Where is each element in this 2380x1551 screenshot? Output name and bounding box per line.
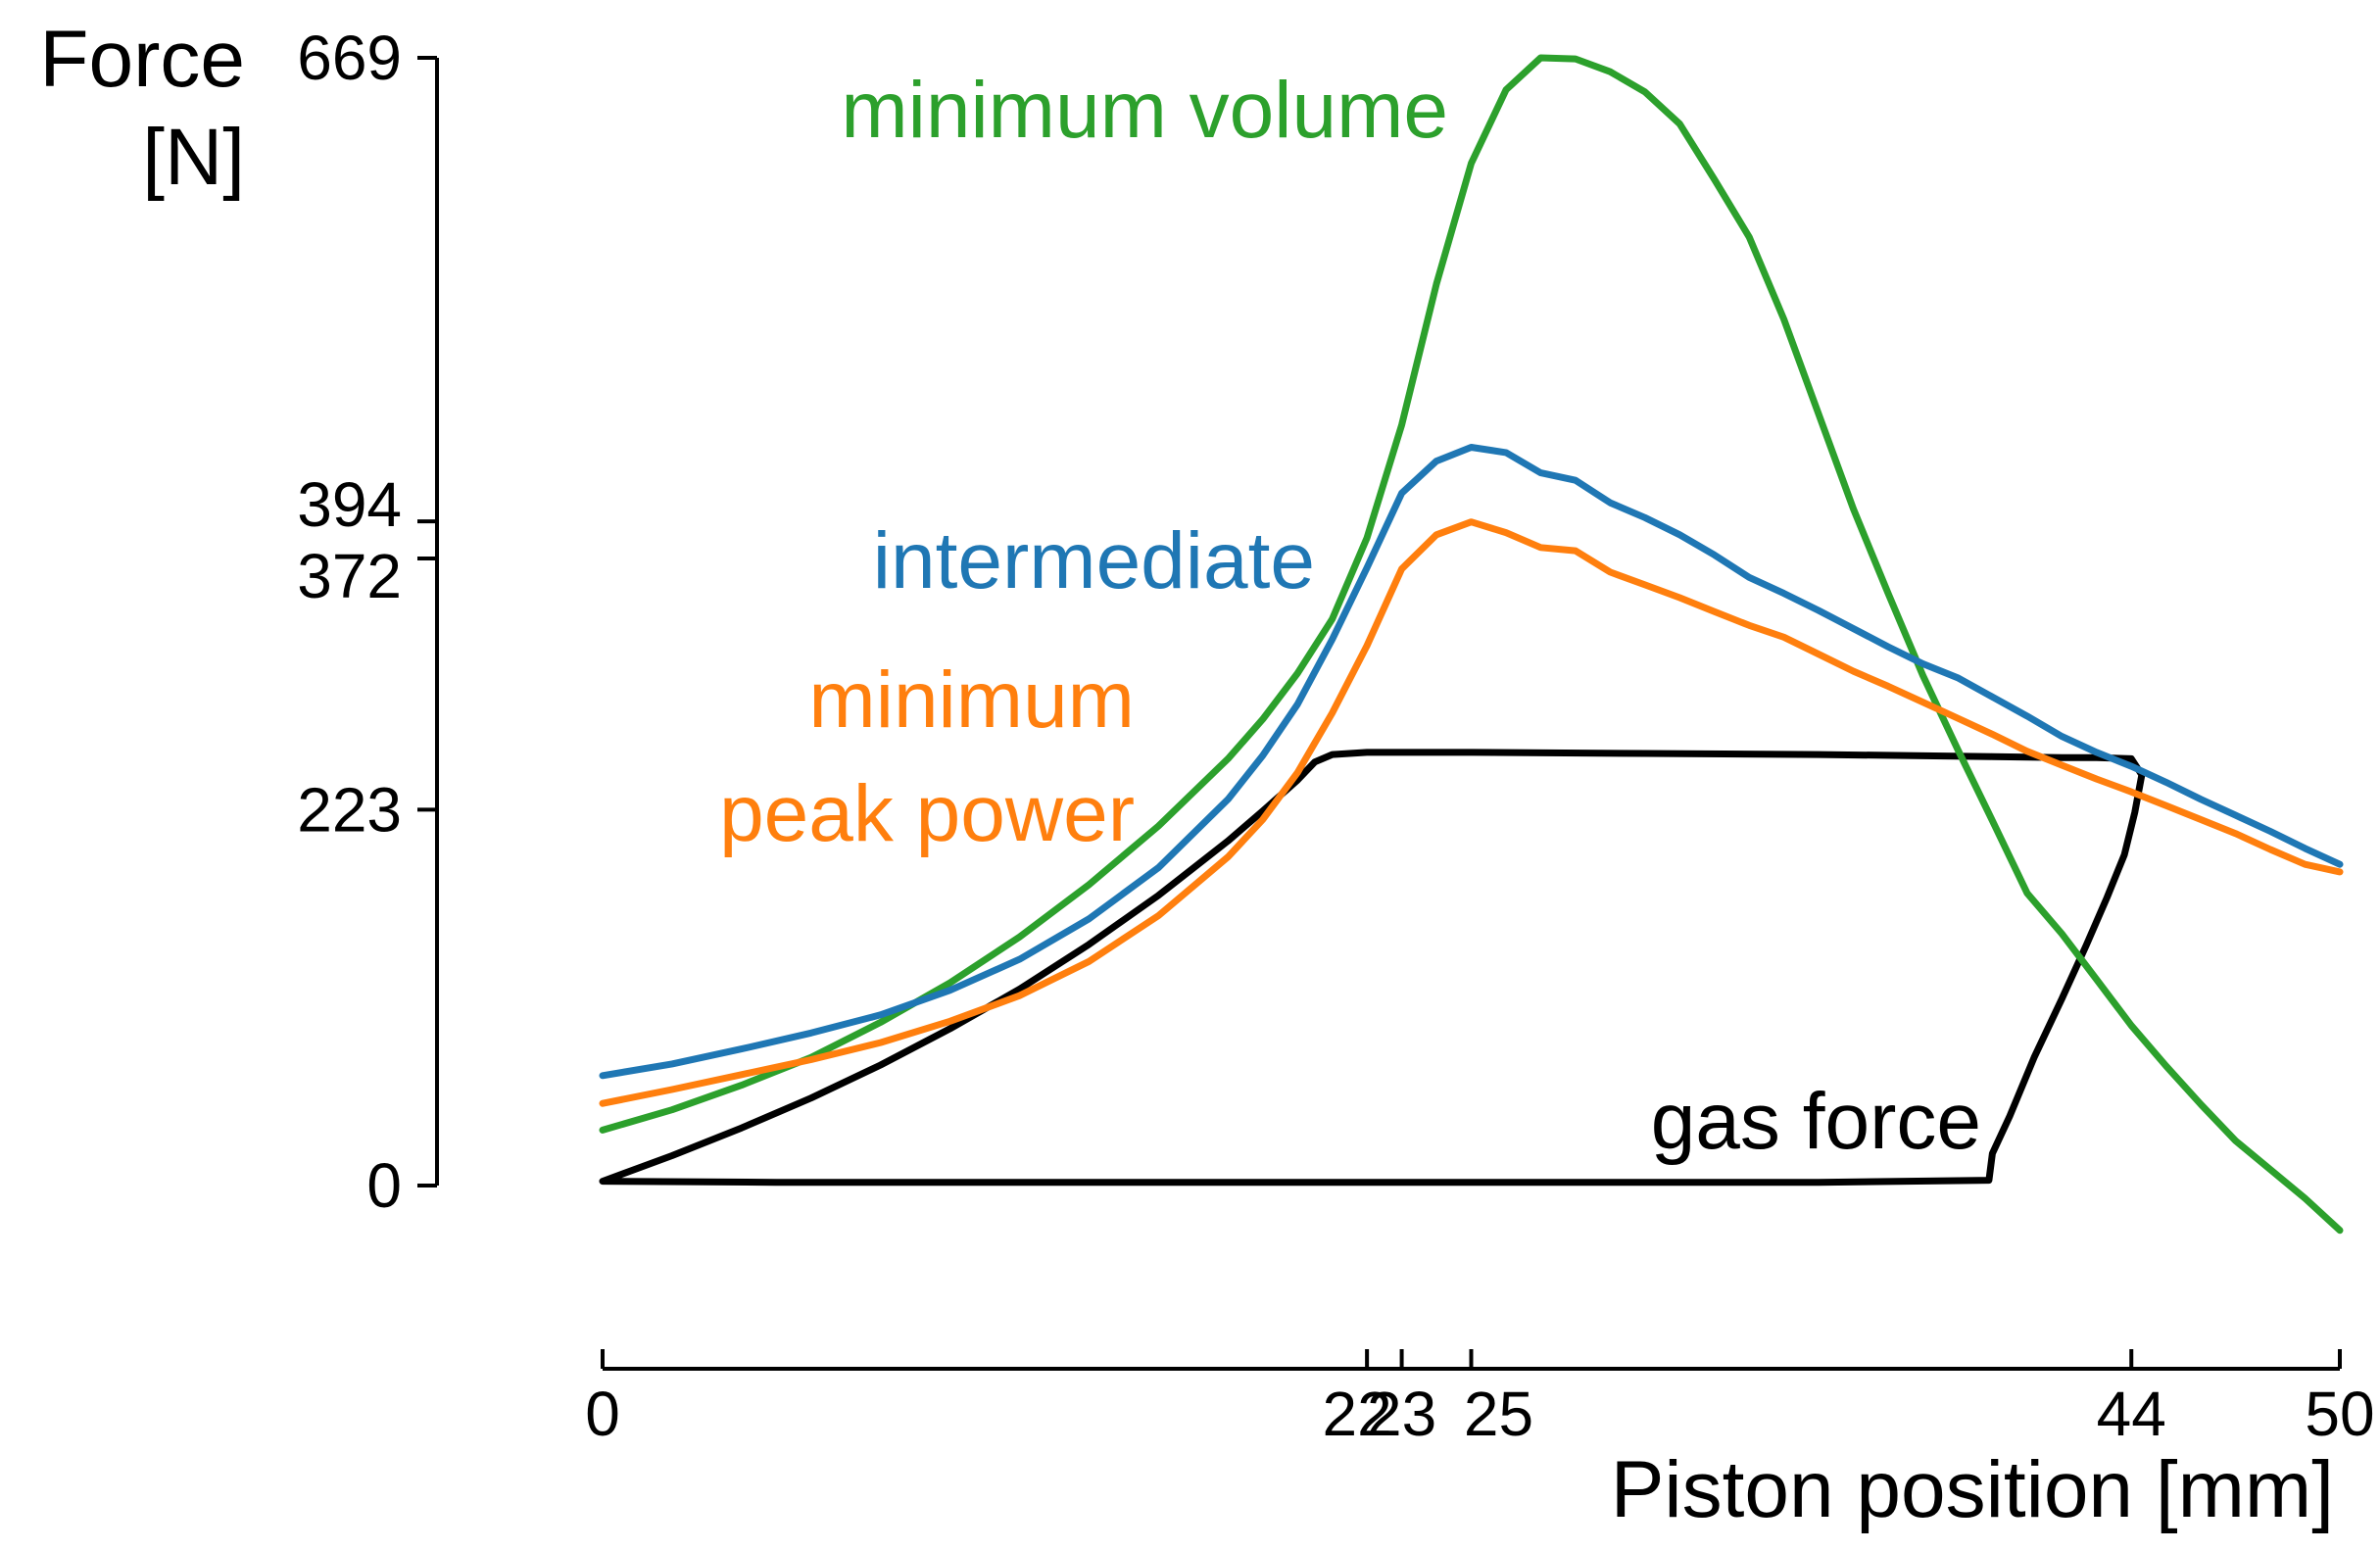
x-tick-label: 50 (2305, 1379, 2374, 1449)
y-axis-title: Force (39, 15, 245, 104)
series-label-minimum-peak-power: minimum (808, 655, 1135, 745)
series-label-minimum-volume: minimum volume (841, 66, 1448, 155)
x-axis-title: Piston position [mm] (1611, 1445, 2334, 1534)
x-tick-label: 44 (2097, 1379, 2166, 1449)
y-axis-unit: [N] (142, 113, 245, 202)
series-label-minimum-peak-power: peak power (719, 769, 1135, 858)
x-tick-label: 25 (1464, 1379, 1533, 1449)
y-tick-label: 223 (297, 774, 402, 845)
y-tick-label: 0 (366, 1150, 402, 1221)
y-tick-label: 372 (297, 541, 402, 611)
x-tick-label: 22 (1323, 1379, 1392, 1449)
x-tick-label: 23 (1367, 1379, 1436, 1449)
series-label-intermediate: intermediate (873, 516, 1315, 606)
y-tick-label: 394 (297, 469, 402, 540)
y-tick-label: 669 (297, 23, 402, 93)
series-line-minimum-volume (599, 54, 2344, 1235)
series-line-minimum-peak-power (599, 518, 2344, 1107)
series-line-intermediate (599, 444, 2344, 1080)
x-tick-label: 0 (585, 1379, 620, 1449)
series-label-gas-force: gas force (1651, 1077, 1981, 1166)
series-line-gas-force (599, 749, 2146, 1187)
